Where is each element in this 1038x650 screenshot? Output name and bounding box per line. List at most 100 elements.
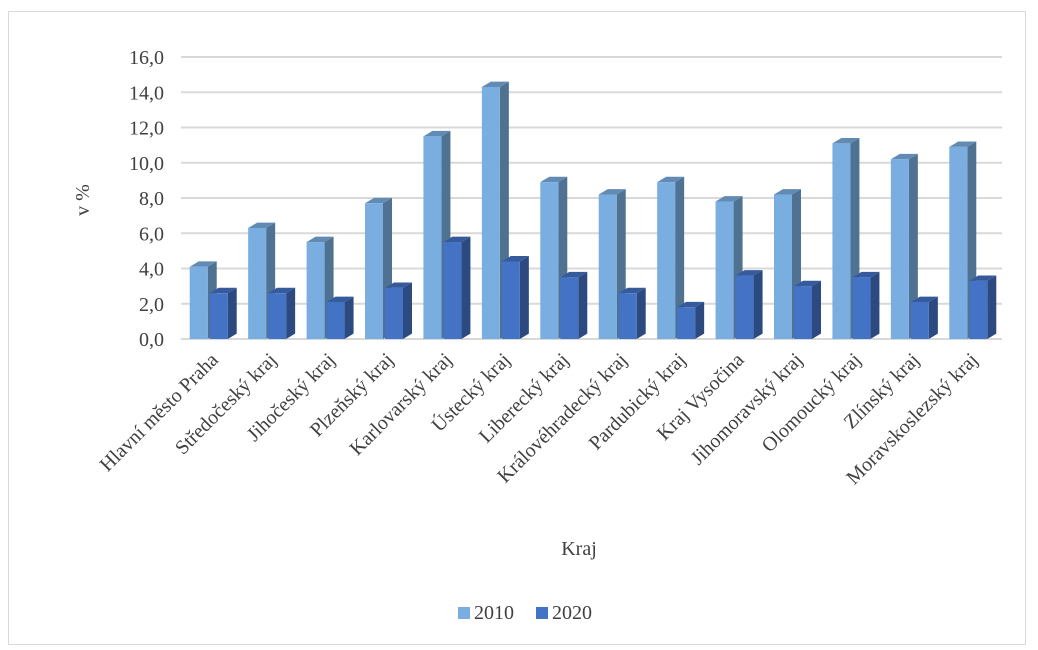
bar-top — [715, 196, 743, 202]
bar-side — [344, 296, 354, 339]
x-tick-label: Karlovarský kraj — [345, 349, 456, 460]
y-tick-label: 6,0 — [139, 223, 164, 245]
bar-top — [677, 301, 705, 308]
bar-top — [385, 282, 412, 288]
bar-side — [987, 275, 997, 339]
bar-front — [481, 86, 500, 340]
bar-front — [326, 301, 345, 339]
bar-top — [326, 296, 354, 302]
y-axis-label: v % — [72, 184, 94, 216]
bar-top — [949, 141, 977, 147]
bar-2020 — [794, 280, 821, 339]
bar-front — [832, 143, 851, 339]
bar-top — [501, 256, 529, 262]
bar-side — [812, 280, 821, 339]
bar-2020 — [268, 287, 296, 339]
legend-item: 2020 — [536, 602, 592, 624]
bar-front — [890, 159, 909, 339]
bar-side — [928, 296, 938, 339]
bar-top — [832, 137, 860, 144]
bar-front — [560, 277, 579, 339]
y-tick-label: 14,0 — [129, 82, 164, 104]
bar-front — [657, 182, 676, 339]
x-tick-label: Olomoucký kraj — [758, 349, 866, 457]
bar-2020 — [910, 296, 938, 339]
bar-front — [715, 201, 734, 339]
bar-top — [481, 81, 509, 87]
bar-top — [969, 275, 997, 281]
y-tick-label: 4,0 — [139, 259, 164, 281]
bar-top — [248, 222, 276, 228]
bar-top — [852, 271, 880, 278]
bar-2020 — [735, 270, 763, 339]
bar-front — [618, 293, 637, 339]
chart-frame: 0,0 2,0 4,0 6,0 8,0 10,0 12,0 14,0 16,0 Hlavní m… — [8, 11, 1026, 645]
bar-side — [675, 176, 685, 339]
bar-front — [774, 194, 792, 339]
bar-top — [560, 271, 588, 278]
bar-top — [189, 261, 217, 267]
bar-2020 — [618, 287, 646, 339]
bar-2020 — [560, 271, 588, 339]
legend-label: 2020 — [552, 602, 592, 624]
bar-top — [735, 270, 763, 276]
bar-top — [657, 176, 685, 183]
bar-side — [908, 153, 918, 339]
y-tick-label: 16,0 — [129, 47, 164, 69]
bar-side — [403, 282, 412, 339]
bar-top — [910, 296, 938, 302]
bar-side — [286, 287, 296, 339]
bar-side — [461, 236, 471, 339]
bar-2010 — [890, 153, 918, 339]
bar-2020 — [209, 287, 237, 339]
legend-swatch — [458, 607, 470, 619]
bar-top — [365, 197, 392, 204]
bar-2020 — [969, 275, 997, 339]
bars — [189, 81, 997, 340]
y-tick-label: 12,0 — [129, 118, 164, 140]
bar-side — [578, 271, 588, 339]
legend-label: 2010 — [474, 602, 514, 624]
bar-top — [890, 153, 918, 160]
bar-top — [443, 236, 471, 243]
bar-side — [636, 287, 646, 339]
y-tick-label: 2,0 — [139, 294, 164, 316]
bar-top — [423, 130, 451, 137]
bar-top — [209, 287, 237, 294]
bar-2020 — [326, 296, 354, 339]
bar-2020 — [501, 256, 529, 339]
bar-front — [598, 194, 617, 339]
bar-front — [677, 307, 696, 339]
y-tick-label: 8,0 — [139, 188, 164, 210]
bar-front — [949, 146, 968, 339]
bar-front — [189, 266, 208, 339]
bar-front — [501, 261, 520, 339]
bar-front — [852, 277, 871, 339]
bar-front — [385, 287, 403, 339]
bar-front — [540, 182, 559, 339]
bar-front — [910, 301, 929, 339]
bar-front — [209, 293, 228, 339]
y-axis-ticks: 0,0 2,0 4,0 6,0 8,0 10,0 12,0 14,0 16,0 — [129, 47, 164, 351]
bar-side — [870, 271, 880, 339]
bar-side — [519, 256, 529, 339]
legend: 2010 2020 — [458, 602, 592, 624]
bar-front — [248, 227, 267, 339]
bar-top — [540, 176, 568, 183]
bar-front — [735, 275, 754, 339]
bar-top — [618, 287, 646, 294]
bar-top — [306, 236, 334, 243]
bar-2020 — [852, 271, 880, 339]
bar-side — [695, 301, 705, 339]
bar-2020 — [677, 301, 705, 339]
bar-front — [365, 203, 383, 339]
bar-side — [753, 270, 763, 339]
bar-front — [794, 286, 812, 339]
y-tick-label: 10,0 — [129, 153, 164, 175]
bar-2010 — [657, 176, 685, 339]
x-axis-label: Kraj — [561, 538, 597, 560]
bar-side — [227, 287, 237, 339]
bar-2020 — [385, 282, 412, 339]
legend-swatch — [536, 607, 548, 619]
